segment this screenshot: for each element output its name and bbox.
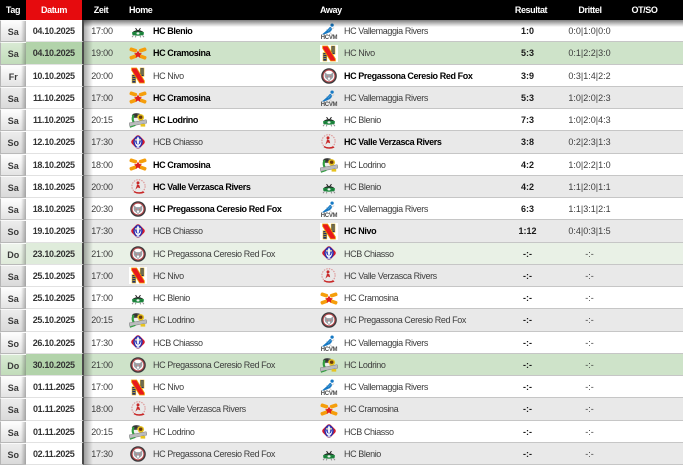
svg-text:HCVM: HCVM xyxy=(320,347,337,351)
svg-text:HCVM: HCVM xyxy=(320,213,337,217)
svg-text:HCVM: HCVM xyxy=(320,102,337,106)
svg-text:HCVM: HCVM xyxy=(320,35,337,39)
svg-text:HCVM: HCVM xyxy=(320,391,337,395)
